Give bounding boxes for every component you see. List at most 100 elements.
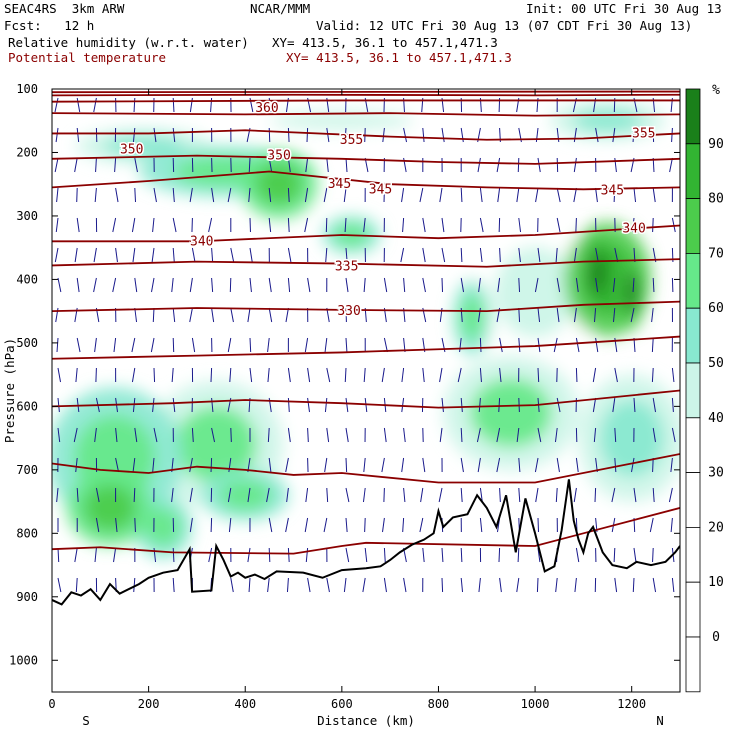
rh-blob-core: [599, 400, 664, 477]
wind-barb: [172, 577, 175, 593]
wind-barb: [172, 127, 176, 143]
theta-contour: [52, 507, 680, 555]
wind-barb: [612, 127, 616, 143]
wind-barb: [287, 397, 290, 413]
wind-barb: [441, 397, 444, 413]
wind-barb: [575, 457, 579, 473]
wind-barb: [287, 217, 290, 233]
wind-barb: [441, 577, 444, 593]
wind-barb: [671, 397, 674, 413]
wind-barb: [439, 187, 443, 203]
wind-barb: [150, 337, 155, 353]
wind-barb: [287, 247, 292, 263]
wind-barb: [344, 367, 347, 383]
wind-barb: [324, 457, 328, 473]
wind-barb: [268, 217, 272, 233]
wind-barb: [134, 517, 136, 533]
wind-barb: [345, 517, 348, 533]
wind-barb: [441, 217, 445, 233]
wind-barb: [345, 397, 349, 413]
wind-barb: [75, 457, 78, 473]
wind-barb: [573, 247, 577, 263]
wind-barb: [287, 187, 290, 203]
y-tick-label: 900: [16, 590, 38, 604]
wind-barb: [422, 247, 426, 263]
colorbar-tick-label: 10: [708, 575, 724, 590]
wind-barb: [95, 367, 97, 383]
wind-barb: [460, 397, 463, 413]
wind-barb: [211, 247, 214, 263]
wind-barb: [74, 247, 78, 263]
wind-barb: [134, 157, 138, 173]
wind-barb: [381, 457, 385, 473]
wind-barb: [133, 577, 136, 593]
wind-barb: [112, 217, 117, 233]
wind-barb: [267, 337, 270, 353]
wind-barb: [227, 187, 232, 203]
wind-barb: [249, 277, 252, 293]
wind-barb: [479, 517, 483, 533]
model-title: SEAC4RS 3km ARW: [4, 1, 125, 16]
wind-barb: [172, 187, 175, 203]
y-tick-label: 200: [16, 145, 38, 159]
wind-barb: [287, 427, 291, 443]
wind-barb: [73, 427, 78, 443]
wind-barb: [133, 97, 136, 113]
wind-barb: [460, 277, 465, 293]
wind-barb: [595, 277, 599, 293]
wind-barb: [496, 427, 501, 443]
wind-barb: [498, 397, 501, 413]
wind-barb: [383, 427, 387, 443]
wind-barb: [633, 187, 637, 203]
wind-barb: [326, 157, 329, 173]
wind-barb: [95, 487, 100, 503]
wind-barb: [115, 427, 118, 443]
theta-label: 340: [622, 222, 645, 237]
wind-barb: [516, 427, 520, 443]
wind-barb: [363, 457, 366, 473]
wind-barb: [595, 187, 598, 203]
wind-barb: [211, 187, 215, 203]
wind-barb: [304, 517, 309, 533]
wind-barb: [57, 547, 60, 563]
wind-barb: [537, 247, 541, 263]
wind-barb: [172, 547, 175, 563]
wind-barb: [363, 217, 366, 233]
wind-barb: [613, 187, 616, 203]
wind-barb: [323, 187, 328, 203]
wind-barb: [74, 547, 78, 563]
wind-barb: [211, 307, 215, 323]
x-tick-label: 200: [138, 697, 160, 711]
wind-barb: [76, 217, 80, 233]
wind-barb: [189, 517, 193, 533]
wind-barb: [74, 157, 78, 173]
wind-barb: [537, 517, 540, 533]
wind-barb: [172, 247, 175, 263]
wind-barb: [383, 337, 388, 353]
wind-barb: [115, 187, 119, 203]
wind-barb: [633, 487, 637, 503]
wind-barb: [285, 517, 289, 533]
wind-barb: [131, 367, 136, 383]
wind-barb: [402, 517, 405, 533]
wind-barb: [324, 337, 328, 353]
y-tick-label: 500: [16, 336, 38, 350]
wind-barb: [75, 577, 78, 593]
theta-contour: [52, 154, 680, 165]
rh-blob-core: [219, 479, 272, 511]
wind-barb: [651, 337, 654, 353]
wind-barb: [556, 217, 561, 233]
wind-barb: [477, 157, 481, 173]
wind-barb: [402, 217, 405, 233]
wind-barb: [112, 277, 117, 293]
wind-barb: [57, 577, 62, 593]
wind-barb: [419, 187, 424, 203]
colorbar-tick-label: 70: [708, 246, 724, 261]
rh-blob-core: [175, 406, 257, 483]
wind-barb: [364, 517, 366, 533]
wind-barb: [94, 547, 97, 563]
wind-barb: [325, 247, 328, 263]
colorbar-cell: [685, 252, 701, 309]
wind-barb: [268, 307, 273, 323]
wind-barb: [211, 397, 214, 413]
